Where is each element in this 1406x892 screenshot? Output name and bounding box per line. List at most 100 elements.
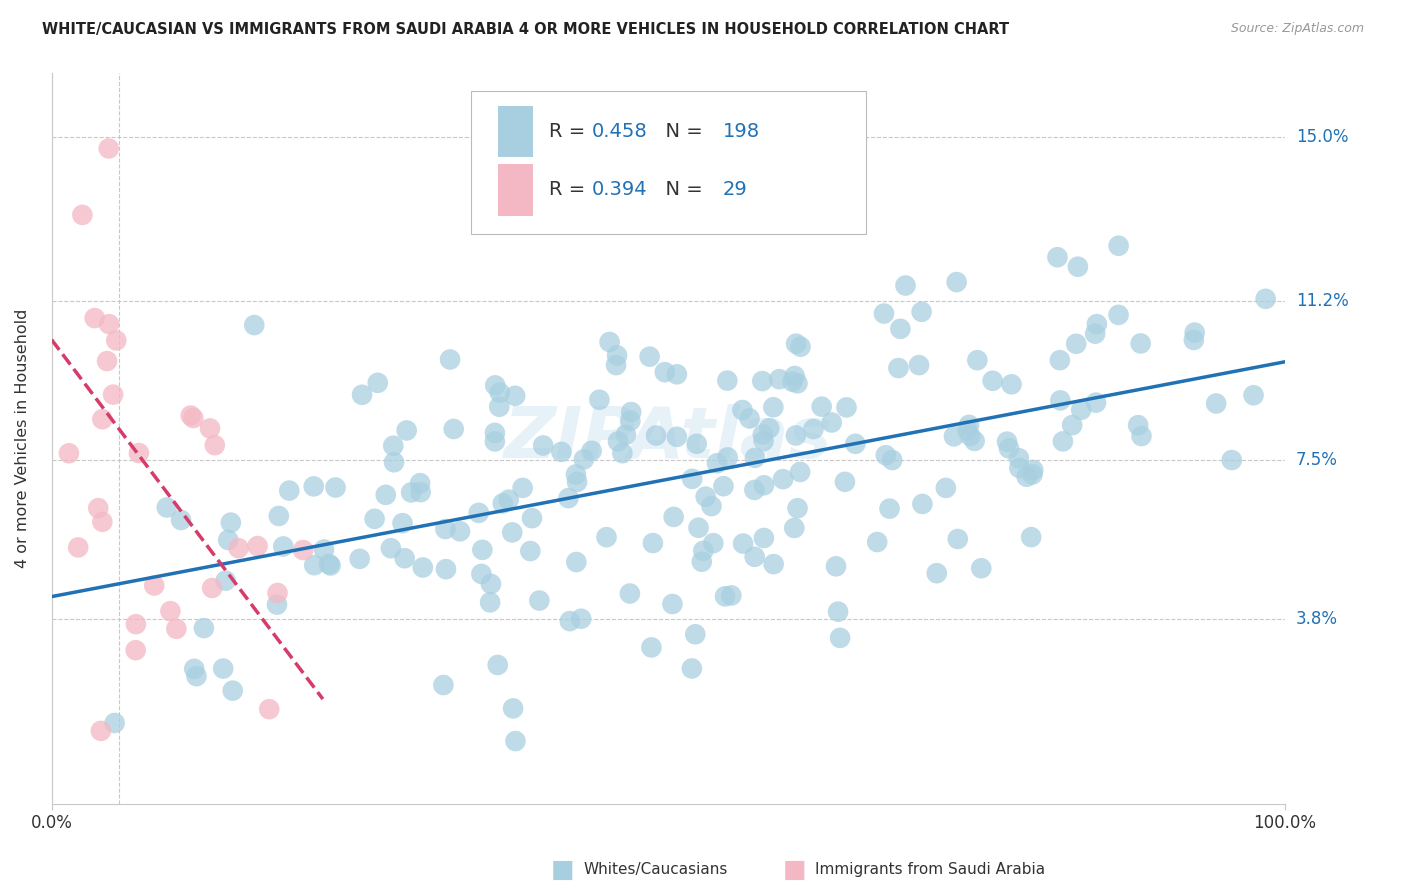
- Point: [744, 549, 766, 564]
- Point: [785, 336, 807, 351]
- Point: [193, 621, 215, 635]
- Point: [165, 622, 187, 636]
- Point: [685, 627, 707, 641]
- Point: [380, 541, 402, 556]
- Point: [620, 405, 643, 419]
- Point: [690, 555, 713, 569]
- Text: 11.2%: 11.2%: [1296, 292, 1348, 310]
- Point: [266, 598, 288, 612]
- Text: 15.0%: 15.0%: [1296, 128, 1348, 146]
- Point: [641, 536, 664, 550]
- Point: [101, 387, 124, 401]
- Point: [257, 702, 280, 716]
- Point: [887, 361, 910, 376]
- Point: [156, 500, 179, 515]
- Point: [217, 533, 239, 547]
- Point: [619, 414, 641, 428]
- Point: [910, 305, 932, 319]
- Point: [607, 434, 630, 449]
- Point: [803, 422, 825, 436]
- Point: [125, 617, 148, 632]
- Point: [733, 536, 755, 550]
- Point: [1220, 453, 1243, 467]
- Point: [399, 485, 422, 500]
- Point: [925, 566, 948, 581]
- Point: [661, 597, 683, 611]
- Point: [744, 483, 766, 497]
- Point: [998, 442, 1021, 456]
- Point: [502, 701, 524, 715]
- Point: [1130, 429, 1153, 443]
- Text: ■: ■: [783, 858, 806, 881]
- Point: [198, 421, 221, 435]
- Point: [266, 586, 288, 600]
- Point: [558, 614, 581, 628]
- Point: [222, 683, 245, 698]
- Point: [1182, 333, 1205, 347]
- Point: [599, 334, 621, 349]
- Point: [267, 508, 290, 523]
- Point: [374, 488, 396, 502]
- Point: [783, 369, 806, 384]
- Point: [395, 424, 418, 438]
- Point: [966, 353, 988, 368]
- Point: [105, 334, 128, 348]
- Point: [349, 552, 371, 566]
- Point: [751, 374, 773, 388]
- Point: [1085, 395, 1108, 409]
- Point: [443, 422, 465, 436]
- Point: [827, 605, 849, 619]
- Point: [612, 446, 634, 460]
- Text: Immigrants from Saudi Arabia: Immigrants from Saudi Arabia: [815, 863, 1046, 877]
- Point: [531, 438, 554, 452]
- Point: [821, 416, 844, 430]
- Point: [72, 208, 94, 222]
- Point: [391, 516, 413, 531]
- Point: [409, 485, 432, 500]
- Point: [956, 423, 979, 437]
- Point: [97, 141, 120, 155]
- Point: [1243, 388, 1265, 402]
- FancyBboxPatch shape: [498, 164, 533, 216]
- FancyBboxPatch shape: [471, 91, 866, 234]
- Text: N =: N =: [654, 122, 710, 141]
- Point: [228, 541, 250, 556]
- Point: [186, 669, 208, 683]
- Point: [828, 631, 851, 645]
- Text: 29: 29: [723, 180, 747, 200]
- Point: [467, 506, 489, 520]
- Point: [665, 430, 688, 444]
- Text: 198: 198: [723, 122, 759, 141]
- Point: [204, 438, 226, 452]
- Point: [762, 401, 785, 415]
- Point: [959, 429, 981, 443]
- Point: [946, 532, 969, 546]
- Point: [758, 421, 780, 435]
- Point: [246, 539, 269, 553]
- Y-axis label: 4 or more Vehicles in Household: 4 or more Vehicles in Household: [15, 309, 30, 568]
- Point: [529, 593, 551, 607]
- Point: [520, 511, 543, 525]
- Point: [470, 566, 492, 581]
- Point: [588, 392, 610, 407]
- Point: [640, 640, 662, 655]
- Point: [492, 496, 515, 510]
- Point: [479, 577, 502, 591]
- Point: [91, 412, 114, 426]
- Point: [128, 446, 150, 460]
- Point: [201, 581, 224, 595]
- Point: [479, 595, 502, 609]
- Point: [503, 389, 526, 403]
- Point: [1019, 530, 1042, 544]
- Point: [866, 535, 889, 549]
- Point: [911, 497, 934, 511]
- Point: [702, 536, 724, 550]
- Point: [1046, 250, 1069, 264]
- Point: [104, 715, 127, 730]
- Point: [882, 453, 904, 467]
- Text: 0.394: 0.394: [592, 180, 647, 200]
- Point: [1049, 353, 1071, 368]
- Point: [143, 578, 166, 592]
- Point: [432, 678, 454, 692]
- Point: [785, 428, 807, 442]
